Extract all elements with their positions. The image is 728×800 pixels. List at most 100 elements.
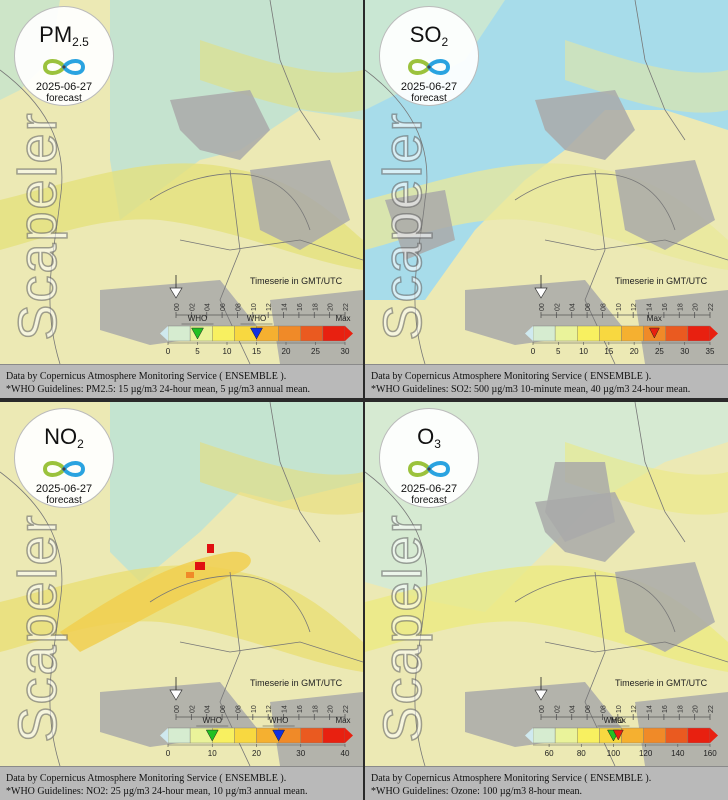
- data-source-footer: Data by Copernicus Atmosphere Monitoring…: [0, 766, 363, 800]
- who-guideline-label: WHO: [269, 716, 289, 725]
- scale-start-arrow: [160, 326, 168, 341]
- no-data-area: [170, 90, 270, 160]
- hour-tick-label: 16: [662, 303, 669, 311]
- hotspot: [186, 572, 194, 578]
- who-guideline-marker: [205, 729, 219, 742]
- hour-tick-label: 18: [312, 705, 319, 713]
- scale-segment: [577, 325, 600, 342]
- infinity-logo-icon: [407, 461, 451, 477]
- hour-tick-label: 16: [297, 705, 304, 713]
- scale-segment: [532, 325, 556, 342]
- current-time-arrow: [169, 287, 183, 299]
- hour-tick-label: 12: [266, 303, 273, 311]
- scale-tick-label: 25: [655, 347, 664, 356]
- hour-tick-label: 02: [189, 705, 196, 713]
- pollutant-name-subscript: 2: [441, 35, 449, 49]
- panel-no2: 00 02 04 06 08 10 12 14 16 18 20 22 0 10 20 30 40 WHO WHO M…: [0, 402, 363, 800]
- source-text: Data by Copernicus Atmosphere Monitoring…: [6, 773, 287, 784]
- country-border: [179, 641, 363, 663]
- max-marker: [648, 327, 660, 339]
- panel-o3: 00 02 04 06 08 10 12 14 16 18 20 22 60 80 100 120 140 160…: [365, 402, 728, 800]
- pollutant-name: NO2: [15, 425, 113, 456]
- scale-segment: [167, 325, 191, 342]
- max-marker: [612, 729, 624, 741]
- hour-tick-label: 16: [662, 705, 669, 713]
- timeserie-label: Timeserie in GMT/UTC: [250, 678, 343, 688]
- scale-tick-label: 35: [706, 347, 715, 356]
- pollutant-badge: O3 2025-06-27 forecast: [379, 408, 479, 508]
- hour-tick-label: 08: [600, 705, 607, 713]
- hour-tick-label: 06: [220, 705, 227, 713]
- scale-segment: [554, 325, 578, 342]
- current-time-arrow: [534, 287, 548, 299]
- forecast-label: forecast: [46, 495, 82, 506]
- scale-segment: [643, 727, 666, 744]
- pollutant-name: SO2: [380, 23, 478, 54]
- who-guideline-text: *WHO Guidelines: NO2: 25 µg/m3 24-hour m…: [6, 786, 308, 797]
- hotspot: [195, 562, 205, 570]
- hour-tick-label: 16: [297, 303, 304, 311]
- timeserie-label: Timeserie in GMT/UTC: [250, 276, 343, 286]
- infinity-logo-icon: [42, 461, 86, 477]
- scale-end-arrow: [710, 728, 718, 743]
- hour-tick-label: 14: [282, 705, 289, 713]
- watermark-text: Scapeler: [7, 111, 69, 342]
- scale-tick-label: 5: [556, 347, 561, 356]
- hour-tick-label: 18: [677, 705, 684, 713]
- hour-tick-label: 10: [251, 303, 258, 311]
- who-guideline-marker: [250, 327, 263, 340]
- timeserie-label: Timeserie in GMT/UTC: [615, 276, 708, 286]
- scale-tick-label: 10: [208, 749, 217, 758]
- hour-tick-label: 20: [693, 303, 700, 311]
- hour-tick-label: 04: [205, 705, 212, 713]
- scale-segment: [167, 727, 191, 744]
- country-border: [179, 239, 363, 261]
- hour-tick-label: 02: [554, 705, 561, 713]
- scale-tick-label: 20: [282, 347, 291, 356]
- country-border: [544, 239, 728, 261]
- hour-tick-label: 20: [693, 705, 700, 713]
- no-data-area: [615, 562, 715, 652]
- no-data-area: [545, 462, 615, 542]
- scale-end-arrow: [710, 326, 718, 341]
- scale-segment: [599, 325, 622, 342]
- scale-tick-label: 100: [607, 749, 621, 758]
- pollution-map: 00 02 04 06 08 10 12 14 16 18 20 22 60 80 100 120 140 160…: [365, 402, 728, 766]
- no-data-area: [535, 90, 635, 160]
- current-time-arrow: [534, 689, 548, 701]
- hour-tick-label: 00: [539, 705, 546, 713]
- scale-tick-label: 20: [630, 347, 639, 356]
- hour-tick-label: 18: [312, 303, 319, 311]
- current-time-arrow: [169, 689, 183, 701]
- no-data-area: [250, 160, 350, 250]
- no-data-area: [385, 190, 455, 260]
- scale-tick-label: 140: [671, 749, 685, 758]
- scale-segment: [322, 325, 346, 342]
- hour-tick-label: 22: [708, 303, 715, 311]
- pollutant-name: O3: [380, 425, 478, 456]
- hour-tick-label: 14: [647, 303, 654, 311]
- hour-tick-label: 10: [616, 705, 623, 713]
- data-source-footer: Data by Copernicus Atmosphere Monitoring…: [365, 364, 728, 398]
- hour-tick-label: 12: [631, 303, 638, 311]
- scale-tick-label: 160: [703, 749, 717, 758]
- hour-tick-label: 10: [251, 705, 258, 713]
- scale-tick-label: 15: [604, 347, 613, 356]
- hour-tick-label: 14: [282, 303, 289, 311]
- scale-start-arrow: [525, 728, 533, 743]
- pollutant-name-subscript: 3: [434, 437, 441, 451]
- forecast-date: 2025-06-27: [400, 483, 458, 495]
- forecast-date: 2025-06-27: [400, 81, 458, 93]
- hour-tick-label: 04: [570, 303, 577, 311]
- coastline: [0, 69, 63, 364]
- source-text: Data by Copernicus Atmosphere Monitoring…: [371, 371, 652, 382]
- forecast-label: forecast: [411, 495, 447, 506]
- data-source-footer: Data by Copernicus Atmosphere Monitoring…: [0, 364, 363, 398]
- scale-segment: [532, 727, 556, 744]
- scale-tick-label: 30: [296, 749, 305, 758]
- pollution-plume: [60, 551, 251, 652]
- pollutant-name-subscript: 2.5: [72, 35, 89, 49]
- hour-tick-label: 06: [585, 705, 592, 713]
- coastline: [365, 69, 428, 364]
- scale-segment: [687, 325, 711, 342]
